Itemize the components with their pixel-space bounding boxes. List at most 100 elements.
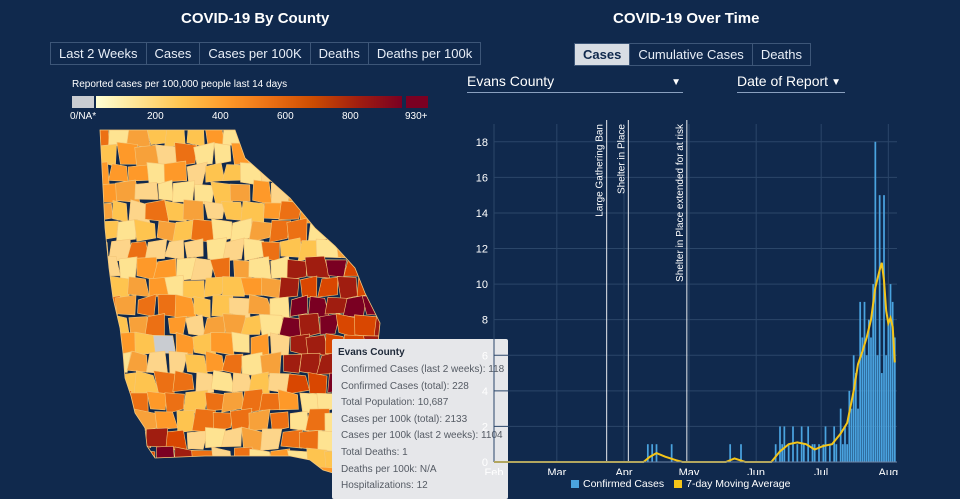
county-shape[interactable] <box>277 128 301 149</box>
county-shape[interactable] <box>356 204 378 224</box>
county-shape[interactable] <box>260 428 283 451</box>
county-shape[interactable] <box>248 220 274 243</box>
county-shape[interactable] <box>154 411 179 430</box>
county-shape[interactable] <box>136 485 157 495</box>
county-shape[interactable] <box>345 218 368 239</box>
county-shape[interactable] <box>259 465 283 488</box>
county-shape[interactable] <box>361 260 385 280</box>
county-shape[interactable] <box>115 294 137 316</box>
county-shape[interactable] <box>144 313 165 338</box>
county-shape[interactable] <box>374 162 385 186</box>
county-shape[interactable] <box>97 448 119 472</box>
county-shape[interactable] <box>146 391 168 411</box>
county-shape[interactable] <box>145 427 169 448</box>
county-shape[interactable] <box>306 487 329 495</box>
county-shape[interactable] <box>184 353 208 375</box>
county-shape[interactable] <box>304 143 326 166</box>
county-shape[interactable] <box>243 238 264 262</box>
county-shape[interactable] <box>174 142 198 167</box>
county-shape[interactable] <box>366 145 383 166</box>
county-shape[interactable] <box>259 161 281 183</box>
county-shape[interactable] <box>306 447 328 470</box>
county-shape[interactable] <box>221 201 245 221</box>
county-shape[interactable] <box>307 372 328 395</box>
county-shape[interactable] <box>95 430 111 452</box>
county-shape[interactable] <box>335 313 356 338</box>
county-shape[interactable] <box>185 314 206 337</box>
county-shape[interactable] <box>127 164 151 182</box>
county-shape[interactable] <box>287 489 311 495</box>
county-shape[interactable] <box>269 219 292 243</box>
county-shape[interactable] <box>278 277 300 299</box>
county-shape[interactable] <box>279 465 302 490</box>
county-shape[interactable] <box>353 164 378 186</box>
county-shape[interactable] <box>269 332 290 357</box>
county-shape[interactable] <box>108 163 129 182</box>
county-shape[interactable] <box>286 142 308 166</box>
county-shape[interactable] <box>241 128 265 148</box>
county-shape[interactable] <box>324 147 349 164</box>
county-shape[interactable] <box>286 259 308 281</box>
county-shape[interactable] <box>316 199 341 223</box>
county-shape[interactable] <box>95 315 112 337</box>
county-shape[interactable] <box>249 448 272 470</box>
county-shape[interactable] <box>172 180 196 203</box>
county-shape[interactable] <box>252 179 273 206</box>
county-shape[interactable] <box>109 427 130 451</box>
county-shape[interactable] <box>164 239 185 260</box>
county-select[interactable]: Evans County ▼ <box>467 73 683 93</box>
county-shape[interactable] <box>285 373 310 395</box>
county-shape[interactable] <box>269 488 291 495</box>
county-shape[interactable] <box>248 486 272 495</box>
county-shape[interactable] <box>286 450 311 468</box>
county-shape[interactable] <box>168 350 188 375</box>
tab-cases[interactable]: Cases <box>147 43 201 64</box>
tab-deaths-per-100k[interactable]: Deaths per 100k <box>376 46 473 61</box>
county-shape[interactable] <box>175 332 196 355</box>
county-shape[interactable] <box>95 391 113 413</box>
county-shape[interactable] <box>114 446 139 470</box>
county-shape[interactable] <box>210 369 236 393</box>
county-shape[interactable] <box>167 316 187 335</box>
county-shape[interactable] <box>267 448 291 470</box>
county-shape[interactable] <box>203 276 227 298</box>
county-shape[interactable] <box>165 467 187 487</box>
county-shape[interactable] <box>193 141 215 166</box>
county-shape[interactable] <box>248 409 271 431</box>
county-shape[interactable] <box>116 141 138 165</box>
county-shape[interactable] <box>221 426 243 448</box>
county-shape[interactable] <box>195 371 215 394</box>
date-type-select[interactable]: Date of Report ▼ <box>737 73 845 93</box>
county-shape[interactable] <box>186 128 205 147</box>
county-shape[interactable] <box>240 314 265 335</box>
county-shape[interactable] <box>248 142 273 165</box>
county-shape[interactable] <box>97 409 120 433</box>
county-shape[interactable] <box>384 220 385 243</box>
county-shape[interactable] <box>95 275 113 296</box>
county-shape[interactable] <box>299 352 321 376</box>
county-shape[interactable] <box>383 143 385 166</box>
county-shape[interactable] <box>221 353 244 375</box>
county-shape[interactable] <box>210 332 235 356</box>
county-shape[interactable] <box>268 143 290 165</box>
county-shape[interactable] <box>173 488 192 495</box>
county-shape[interactable] <box>99 333 121 357</box>
county-shape[interactable] <box>155 144 178 166</box>
county-shape[interactable] <box>207 465 227 486</box>
county-shape[interactable] <box>209 256 231 280</box>
county-shape[interactable] <box>288 183 312 202</box>
county-shape[interactable] <box>176 410 195 433</box>
tab-cases-per-100k[interactable]: Cases per 100K <box>200 43 311 64</box>
county-shape[interactable] <box>258 128 281 147</box>
county-shape[interactable] <box>319 313 341 335</box>
county-shape[interactable] <box>297 469 323 486</box>
county-shape[interactable] <box>99 484 121 495</box>
county-shape[interactable] <box>164 392 185 414</box>
tab-deaths[interactable]: Deaths <box>311 43 369 64</box>
county-shape[interactable] <box>191 450 215 470</box>
county-shape[interactable] <box>335 202 357 222</box>
county-shape[interactable] <box>280 163 303 185</box>
county-shape[interactable] <box>229 183 251 202</box>
county-shape[interactable] <box>372 201 385 225</box>
county-shape[interactable] <box>384 296 385 319</box>
